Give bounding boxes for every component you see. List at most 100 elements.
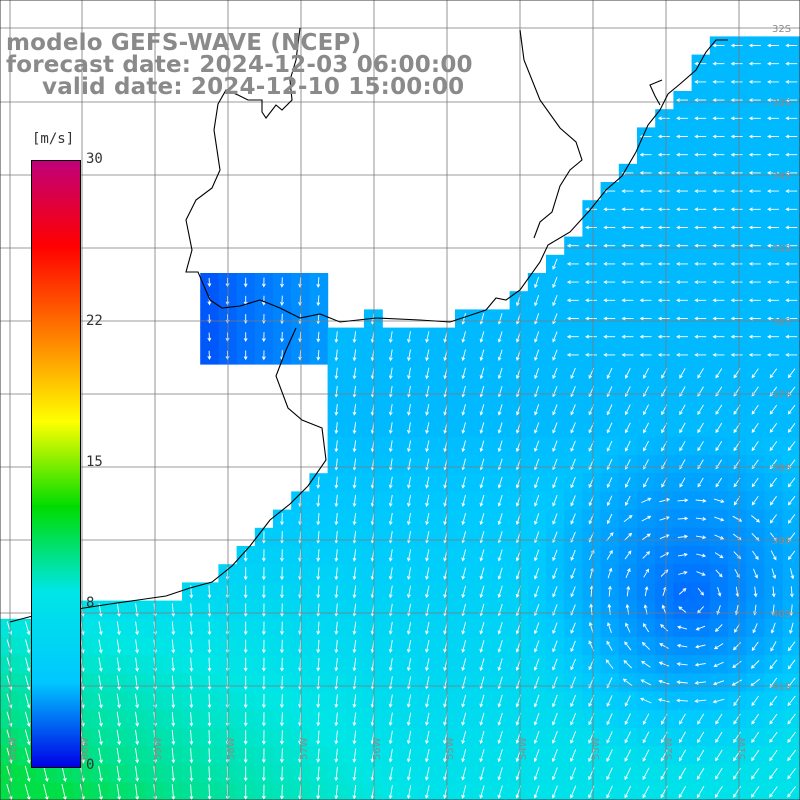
wind-arrow [748,243,761,248]
wind-arrow [534,313,540,325]
wind-arrow [116,784,122,800]
wind-arrow [712,262,725,266]
wind-arrow [676,189,688,193]
wind-arrow [479,404,485,416]
wind-arrow [207,639,212,654]
lon-label: 61W [8,737,19,760]
wind-arrow [280,585,284,599]
wind-arrow [334,712,339,727]
lon-label: 59W [153,737,164,760]
wind-arrow [533,640,540,653]
wind-arrow [752,568,758,579]
wind-arrow [676,353,688,357]
wind-arrow [622,678,633,687]
wind-arrow [352,440,357,453]
wind-arrow [261,603,266,617]
wind-arrow [316,748,321,763]
wind-arrow [621,189,634,193]
wind-arrow [751,695,759,707]
wind-arrow [676,316,688,321]
wind-arrow [316,712,321,727]
wind-arrow [769,477,778,488]
wind-arrow [715,767,723,780]
wind-arrow [585,225,597,230]
wind-arrow [407,367,411,380]
wind-arrow [625,622,631,633]
wind-arrow [678,606,687,613]
wind-arrow [657,316,670,321]
wind-arrow [243,730,248,745]
wind-arrow [751,713,760,725]
wind-arrow [334,331,339,344]
wind-arrow [388,785,393,800]
wind-arrow [787,749,796,762]
wind-arrow [566,243,579,248]
wind-arrow [171,729,176,746]
wind-arrow [534,422,540,434]
wind-arrow [697,422,704,434]
wind-arrow [712,334,725,339]
wind-arrow [715,477,723,488]
wind-arrow [207,621,212,636]
wind-arrow [406,567,412,581]
wind-arrow [677,625,688,630]
wind-arrow [769,441,778,452]
wind-arrow [676,116,688,121]
wind-arrow [407,440,412,453]
wind-arrow [767,298,779,303]
wind-arrow [730,334,743,339]
wind-arrow [243,350,248,361]
wind-arrow [425,331,430,344]
wind-arrow [552,404,558,416]
wind-arrow [624,749,632,762]
wind-arrow [552,440,558,452]
wind-arrow [406,767,412,781]
wind-arrow [787,514,796,524]
wind-arrow [551,785,558,799]
wind-arrow [570,367,576,380]
wind-arrow [497,476,503,489]
wind-arrow [697,368,704,379]
wind-arrow [425,385,430,398]
wind-arrow [624,477,631,488]
wind-arrow [570,422,576,434]
wind-arrow [352,512,357,526]
wind-arrow [407,331,411,344]
wind-arrow [570,495,576,507]
wind-arrow [388,621,393,635]
wind-arrow [98,639,103,654]
wind-arrow [24,693,31,709]
wind-arrow [534,549,540,562]
wind-arrow [189,621,194,636]
wind-arrow [657,116,670,121]
wind-arrow [497,422,503,434]
wind-arrow [769,514,777,524]
wind-arrow [171,766,176,782]
wind-arrow [658,679,670,685]
wind-arrow [790,586,794,598]
wind-arrow [769,713,778,725]
wind-arrow [730,243,743,248]
wind-arrow [676,98,688,102]
wind-arrow [352,349,357,362]
wind-arrow [461,567,467,580]
wind-arrow [570,767,577,781]
wind-arrow [479,349,485,362]
wind-arrow [639,225,652,230]
lon-label: 56W [372,737,383,760]
wind-arrow [243,639,248,654]
wind-arrow [207,277,212,288]
wind-arrow [639,207,652,212]
wind-arrow [606,440,613,452]
wind-arrow [280,295,284,306]
wind-arrow [497,549,503,562]
wind-arrow [280,639,284,654]
wind-arrow [424,749,430,763]
wind-arrow [752,623,758,634]
wind-arrow [679,422,686,434]
wind-arrow [551,767,558,781]
wind-arrow [694,80,707,84]
wind-arrow [497,785,503,799]
wind-arrow [694,298,707,303]
wind-arrow [388,658,393,672]
